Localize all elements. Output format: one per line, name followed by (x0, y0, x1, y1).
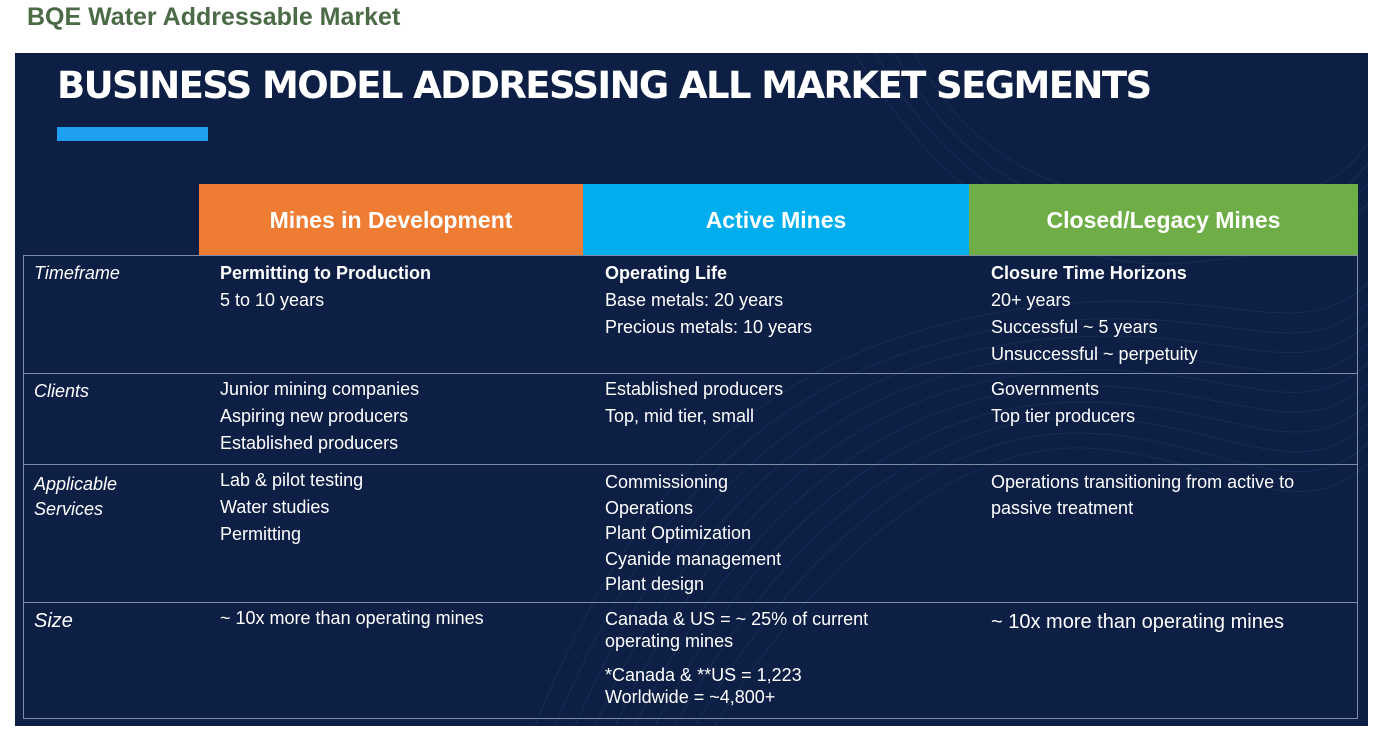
page-heading: BQE Water Addressable Market (27, 3, 401, 31)
timeframe-closed-cell: Closure Time Horizons 20+ years Successf… (991, 260, 1198, 368)
title-accent-bar (57, 127, 208, 141)
row-divider (23, 464, 1358, 465)
timeframe-closed-line: Unsuccessful ~ perpetuity (991, 344, 1198, 364)
services-closed-line: Operations transitioning from active to (991, 472, 1295, 492)
row-label-size: Size (34, 610, 73, 632)
services-closed-cell: Operations transitioning from active to … (991, 470, 1294, 521)
size-active-cell: Canada & US = ~ 25% of current operating… (605, 608, 868, 708)
column-header-active-mines: Active Mines (583, 184, 969, 256)
services-active-line: Operations (605, 497, 694, 518)
size-dev-cell: ~ 10x more than operating mines (220, 608, 484, 628)
column-header-mines-in-development: Mines in Development (199, 184, 583, 256)
timeframe-closed-line: 20+ years (991, 290, 1071, 310)
spacer (605, 652, 868, 664)
size-active-line: *Canada & **US = 1,223 (605, 665, 802, 685)
clients-closed-line: Governments (991, 379, 1100, 399)
row-label-clients: Clients (34, 381, 90, 401)
timeframe-active-cell: Operating Life Base metals: 20 years Pre… (605, 260, 812, 341)
services-closed-line: passive treatment (991, 497, 1134, 518)
row-label-timeframe: Timeframe (34, 263, 120, 283)
clients-closed-cell: Governments Top tier producers (991, 376, 1135, 430)
services-dev-line: Lab & pilot testing (220, 470, 364, 490)
services-active-line: Cyanide management (605, 548, 782, 569)
timeframe-dev-line: 5 to 10 years (220, 290, 325, 310)
row-divider (23, 373, 1358, 374)
services-active-line: Plant Optimization (605, 523, 752, 543)
services-dev-line: Permitting (220, 524, 302, 544)
size-closed-cell: ~ 10x more than operating mines (991, 611, 1284, 633)
size-active-line: operating mines (605, 631, 734, 651)
timeframe-active-line: Base metals: 20 years (605, 290, 784, 310)
row-label-line: Applicable (34, 474, 118, 494)
table-border (23, 255, 1358, 719)
services-active-cell: Commissioning Operations Plant Optimizat… (605, 470, 781, 598)
row-label-line: Services (34, 499, 104, 519)
clients-active-line: Established producers (605, 379, 784, 399)
services-dev-cell: Lab & pilot testing Water studies Permit… (220, 467, 363, 548)
timeframe-active-heading: Operating Life (605, 263, 728, 283)
clients-dev-cell: Junior mining companies Aspiring new pro… (220, 376, 419, 457)
column-header-closed-legacy-mines: Closed/Legacy Mines (969, 184, 1358, 256)
clients-closed-line: Top tier producers (991, 406, 1136, 426)
clients-dev-line: Aspiring new producers (220, 406, 409, 426)
services-dev-line: Water studies (220, 497, 330, 517)
services-active-line: Commissioning (605, 472, 729, 492)
slide-title: BUSINESS MODEL ADDRESSING ALL MARKET SEG… (57, 64, 1152, 107)
timeframe-active-line: Precious metals: 10 years (605, 317, 813, 337)
timeframe-dev-heading: Permitting to Production (220, 263, 431, 283)
timeframe-closed-heading: Closure Time Horizons (991, 263, 1187, 283)
clients-dev-line: Junior mining companies (220, 379, 420, 399)
row-label-applicable-services: Applicable Services (34, 473, 117, 520)
clients-active-cell: Established producers Top, mid tier, sma… (605, 376, 783, 430)
clients-active-line: Top, mid tier, small (605, 406, 755, 426)
size-active-line: Worldwide = ~4,800+ (605, 687, 776, 707)
slide: BUSINESS MODEL ADDRESSING ALL MARKET SEG… (15, 53, 1368, 726)
size-active-line: Canada & US = ~ 25% of current (605, 609, 869, 629)
timeframe-dev-cell: Permitting to Production 5 to 10 years (220, 260, 431, 314)
timeframe-closed-line: Successful ~ 5 years (991, 317, 1158, 337)
services-active-line: Plant design (605, 574, 705, 594)
row-divider (23, 602, 1358, 603)
clients-dev-line: Established producers (220, 433, 399, 453)
